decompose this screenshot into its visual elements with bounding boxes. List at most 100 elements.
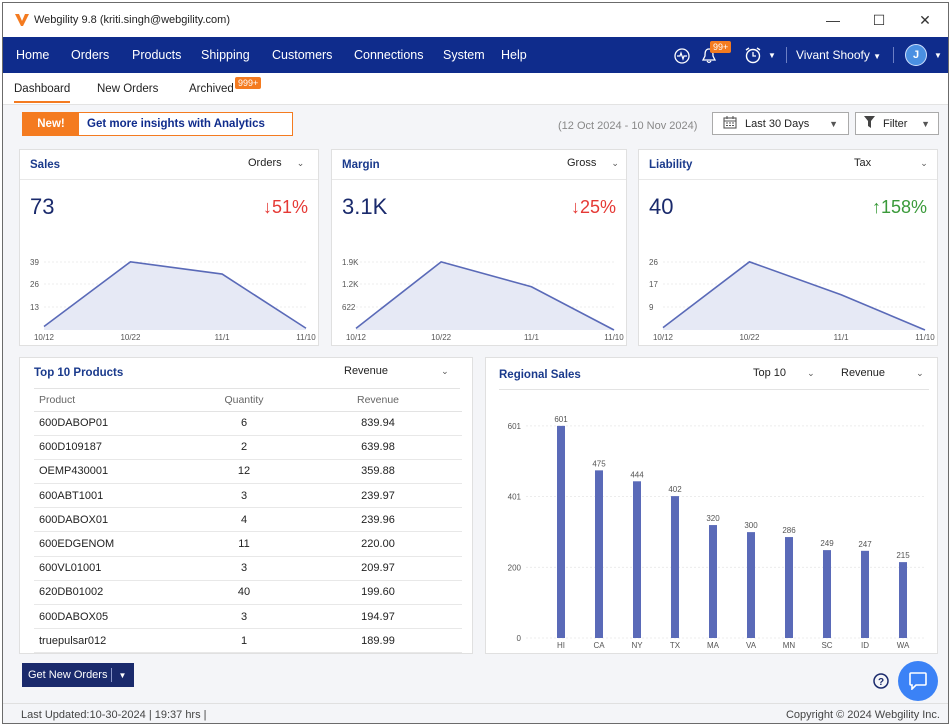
arrow-down-icon: ↓ bbox=[570, 197, 580, 217]
webgility-logo-icon bbox=[14, 13, 30, 27]
top-products-table: Product Quantity Revenue 600DABOP01 6 839.… bbox=[34, 389, 462, 654]
tab-archived[interactable]: Archived bbox=[189, 83, 234, 95]
top-products-selector[interactable]: Revenue ⌄ bbox=[344, 365, 449, 377]
filter-funnel-icon bbox=[864, 116, 875, 131]
trend-line bbox=[355, 260, 615, 331]
card-divider bbox=[499, 389, 929, 390]
quantity-cell: 1 bbox=[194, 628, 294, 654]
revenue-cell: 359.88 bbox=[294, 459, 462, 485]
quantity-cell: 3 bbox=[194, 604, 294, 630]
nav-orders[interactable]: Orders bbox=[71, 48, 110, 62]
card-selector[interactable]: Tax ⌄ bbox=[854, 157, 928, 169]
chevron-down-icon: ⌄ bbox=[296, 158, 305, 168]
table-row[interactable]: 600DABOP01 6 839.94 bbox=[34, 411, 462, 436]
promo-text[interactable]: Get more insights with Analytics bbox=[87, 118, 265, 130]
table-row[interactable]: 620DB01002 40 199.60 bbox=[34, 580, 462, 606]
bar-value-label: 601 bbox=[554, 415, 568, 424]
notification-badge: 99+ bbox=[710, 41, 732, 53]
avatar-initial: J bbox=[912, 49, 920, 61]
analytics-promo-banner[interactable]: New! Get more insights with Analytics bbox=[22, 112, 293, 136]
x-tick-label: 10/12 bbox=[346, 333, 367, 342]
table-row[interactable]: 600D109187 2 639.98 bbox=[34, 435, 462, 460]
product-cell: truepulsar012 bbox=[34, 628, 194, 654]
nav-shipping[interactable]: Shipping bbox=[201, 48, 250, 62]
y-tick-label: 9 bbox=[649, 303, 654, 312]
avatar[interactable]: J bbox=[905, 44, 927, 66]
x-tick-label: 10/22 bbox=[739, 333, 760, 342]
nav-help[interactable]: Help bbox=[501, 48, 527, 62]
card-value: 73 bbox=[30, 194, 55, 219]
activity-icon[interactable] bbox=[674, 48, 690, 67]
table-row[interactable]: 600VL01001 3 209.97 bbox=[34, 556, 462, 581]
alarm-clock-icon[interactable] bbox=[744, 47, 762, 67]
arrow-up-icon: ↑ bbox=[871, 197, 881, 217]
x-tick-label: VA bbox=[746, 641, 757, 650]
get-orders-chevron-icon[interactable]: ▼ bbox=[118, 670, 127, 680]
bar-value-label: 215 bbox=[896, 551, 910, 560]
period-dropdown[interactable]: Last 30 Days ▼ bbox=[712, 112, 849, 135]
regional-top-label: Top 10 bbox=[753, 367, 787, 379]
bar-value-label: 402 bbox=[668, 485, 682, 494]
product-cell: 600ABT1001 bbox=[34, 483, 194, 509]
avatar-chevron-icon[interactable]: ▼ bbox=[934, 51, 942, 60]
x-tick-label: NY bbox=[631, 641, 643, 650]
chevron-down-icon: ⌄ bbox=[441, 366, 449, 376]
card-selector[interactable]: Gross ⌄ bbox=[567, 157, 619, 169]
sales-card: Sales Orders ⌄ 73 ↓51% 39 26 13 10/12 10/22 1… bbox=[19, 149, 319, 346]
y-tick-label: 1.2K bbox=[342, 280, 359, 289]
help-icon[interactable]: ? bbox=[873, 673, 889, 692]
margin-card: Margin Gross ⌄ 3.1K ↓25% 1.9K 1.2K 622 10/1… bbox=[331, 149, 627, 346]
bar-value-label: 444 bbox=[630, 470, 644, 479]
store-selector[interactable]: Vivant Shoofy ▼ bbox=[796, 48, 881, 62]
x-tick-label: 11/10 bbox=[296, 333, 316, 342]
card-selector[interactable]: Orders ⌄ bbox=[248, 157, 304, 169]
nav-customers[interactable]: Customers bbox=[272, 48, 333, 62]
regional-metric-selector[interactable]: Revenue ⌄ bbox=[841, 367, 924, 379]
tab-new-orders[interactable]: New Orders bbox=[97, 83, 159, 95]
close-icon[interactable]: ✕ bbox=[919, 11, 931, 28]
revenue-cell: 220.00 bbox=[294, 531, 462, 557]
revenue-cell: 839.94 bbox=[294, 411, 462, 436]
maximize-icon[interactable]: ☐ bbox=[872, 11, 886, 28]
table-row[interactable]: 600DABOX01 4 239.96 bbox=[34, 507, 462, 533]
card-change: ↑158% bbox=[872, 197, 927, 218]
chat-icon[interactable] bbox=[898, 661, 938, 701]
card-title: Liability bbox=[649, 159, 693, 171]
table-row[interactable]: 600DABOX05 3 194.97 bbox=[34, 604, 462, 630]
alarm-dropdown-chevron-icon[interactable]: ▼ bbox=[768, 51, 776, 60]
card-divider bbox=[639, 179, 937, 180]
regional-top-selector[interactable]: Top 10 ⌄ bbox=[753, 367, 815, 379]
quantity-cell: 3 bbox=[194, 556, 294, 581]
get-new-orders-button[interactable]: Get New Orders ▼ bbox=[22, 663, 134, 687]
column-header-quantity: Quantity bbox=[194, 389, 294, 412]
bar bbox=[671, 496, 679, 638]
revenue-cell: 239.97 bbox=[294, 483, 462, 509]
bar-value-label: 320 bbox=[706, 514, 720, 523]
nav-home[interactable]: Home bbox=[16, 48, 50, 62]
trend-line bbox=[43, 260, 307, 329]
quantity-cell: 11 bbox=[194, 531, 294, 557]
y-tick-label: 622 bbox=[342, 303, 356, 312]
quantity-cell: 6 bbox=[194, 411, 294, 436]
nav-system[interactable]: System bbox=[443, 48, 485, 62]
table-row[interactable]: 600ABT1001 3 239.97 bbox=[34, 483, 462, 509]
nav-products[interactable]: Products bbox=[132, 48, 182, 62]
table-row[interactable]: 600EDGENOM 11 220.00 bbox=[34, 531, 462, 557]
store-name: Vivant Shoofy bbox=[796, 48, 870, 62]
nav-connections[interactable]: Connections bbox=[354, 48, 424, 62]
filter-button[interactable]: Filter ▼ bbox=[855, 112, 939, 135]
product-cell: 600VL01001 bbox=[34, 556, 194, 581]
regional-sales-card: Regional Sales Top 10 ⌄ Revenue ⌄ 601 401… bbox=[485, 357, 938, 654]
table-row[interactable]: OEMP430001 12 359.88 bbox=[34, 459, 462, 485]
x-tick-label: MA bbox=[707, 641, 720, 650]
minimize-icon[interactable]: — bbox=[826, 12, 840, 28]
card-change-value: 25% bbox=[579, 197, 616, 217]
x-tick-label: 10/12 bbox=[653, 333, 674, 342]
x-tick-label: WA bbox=[897, 641, 910, 650]
table-row[interactable]: truepulsar012 1 189.99 bbox=[34, 628, 462, 654]
card-title: Sales bbox=[30, 159, 61, 171]
tab-dashboard[interactable]: Dashboard bbox=[14, 83, 71, 103]
archived-badge: 999+ bbox=[235, 77, 262, 89]
top-products-card: Top 10 Products Revenue ⌄ Product Quanti… bbox=[19, 357, 473, 654]
revenue-cell: 239.96 bbox=[294, 507, 462, 533]
